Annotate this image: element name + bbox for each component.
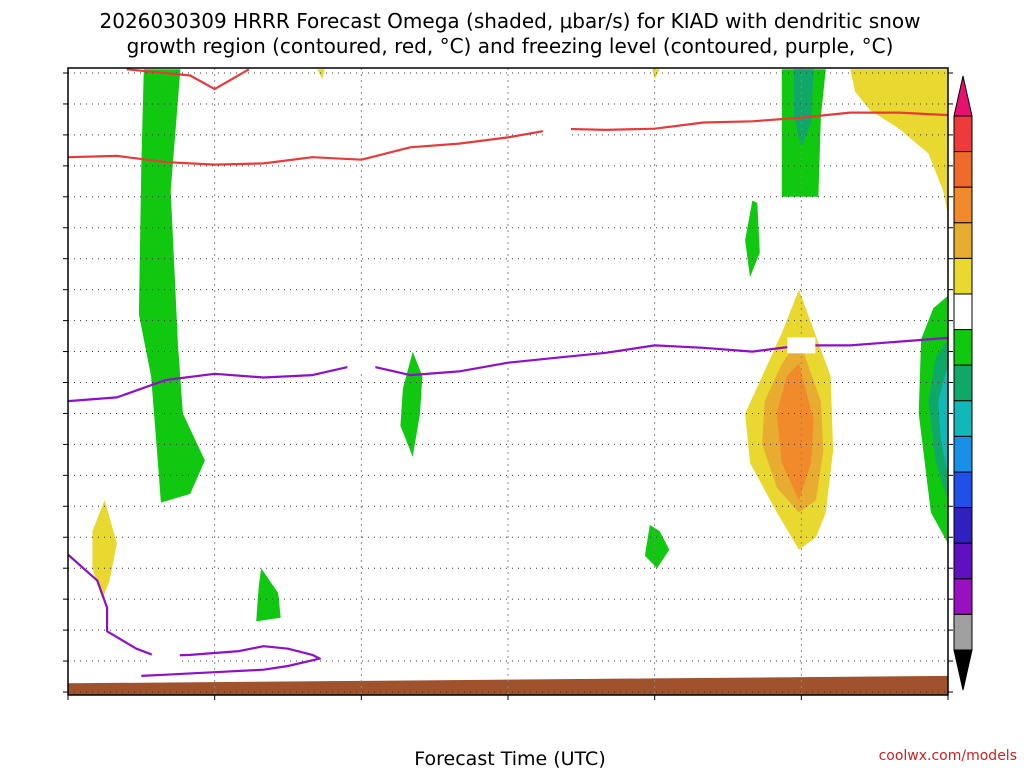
chart-title-line2: growth region (contoured, red, °C) and f… xyxy=(127,34,894,58)
freezing-contour-label-1-bg xyxy=(347,357,376,374)
omega-region-5 xyxy=(644,524,670,569)
colorbar-swatch xyxy=(953,507,973,544)
omega-region-9 xyxy=(938,363,948,476)
dgz-contour-label-bg xyxy=(542,121,571,138)
omega-region-15 xyxy=(317,69,325,80)
omega-region-4 xyxy=(400,351,423,457)
colorbar-swatch xyxy=(953,435,973,473)
credit-text: coolwx.com/models xyxy=(879,748,1017,764)
plot-clipped-layer xyxy=(68,68,948,695)
colorbar-top-arrow xyxy=(953,75,973,117)
omega-region-10 xyxy=(92,500,117,600)
colorbar-swatch xyxy=(953,222,973,259)
colorbar-swatch xyxy=(953,578,973,615)
colorbar-swatch xyxy=(953,293,973,331)
omega-region-3 xyxy=(745,200,760,278)
colorbar-swatch xyxy=(953,613,973,651)
colorbar-swatch xyxy=(953,400,973,437)
terrain-fill xyxy=(68,675,948,695)
colorbar-swatch xyxy=(953,115,973,153)
contour-line-0 xyxy=(68,111,948,166)
omega-region-2 xyxy=(794,69,814,148)
chart-title-line1: 2026030309 HRRR Forecast Omega (shaded, … xyxy=(100,9,921,33)
omega-region-13 xyxy=(776,363,814,501)
x-axis-label: Forecast Time (UTC) xyxy=(414,748,605,768)
omega-region-14 xyxy=(850,69,948,216)
omega-region-16 xyxy=(652,69,660,80)
freezing-contour-label-3-bg xyxy=(151,648,180,665)
colorbar-bottom-arrow xyxy=(953,649,973,691)
colorbar-swatch xyxy=(953,329,973,366)
omega-region-8 xyxy=(928,339,948,501)
omega-region-0 xyxy=(138,69,205,503)
contour-line-1 xyxy=(126,68,250,91)
colorbar-swatch xyxy=(953,542,973,580)
colorbar-swatch xyxy=(953,151,973,188)
plot-area xyxy=(63,67,953,700)
colorbar-swatch xyxy=(953,471,973,509)
omega-region-6 xyxy=(256,568,281,622)
colorbar-swatch xyxy=(953,364,973,402)
contour-line-3 xyxy=(68,553,321,677)
colorbar xyxy=(953,75,973,691)
colorbar-swatch xyxy=(953,257,973,295)
colorbar-swatch xyxy=(953,186,973,224)
freezing-contour-label-2-bg xyxy=(787,337,816,354)
